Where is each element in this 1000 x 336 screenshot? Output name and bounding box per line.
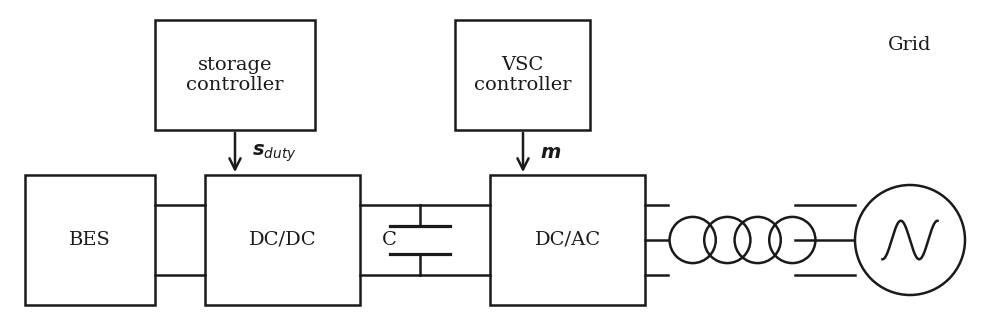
Bar [155,20,315,130]
Text: Grid: Grid [888,36,932,54]
Text: VSC
controller: VSC controller [474,55,571,94]
Bar [205,175,360,305]
Bar [455,20,590,130]
Text: $\mathbfit{s}_{\mathit{duty}}$: $\mathbfit{s}_{\mathit{duty}}$ [252,142,297,164]
Text: storage
controller: storage controller [186,55,284,94]
Text: BES: BES [69,231,111,249]
Text: $\mathbfit{m}$: $\mathbfit{m}$ [540,143,561,163]
Circle shape [856,186,964,294]
Text: C: C [382,231,397,249]
Bar [720,217,765,263]
Bar [25,175,155,305]
Text: DC/AC: DC/AC [534,231,601,249]
Bar [490,175,645,305]
Text: DC/DC: DC/DC [249,231,316,249]
